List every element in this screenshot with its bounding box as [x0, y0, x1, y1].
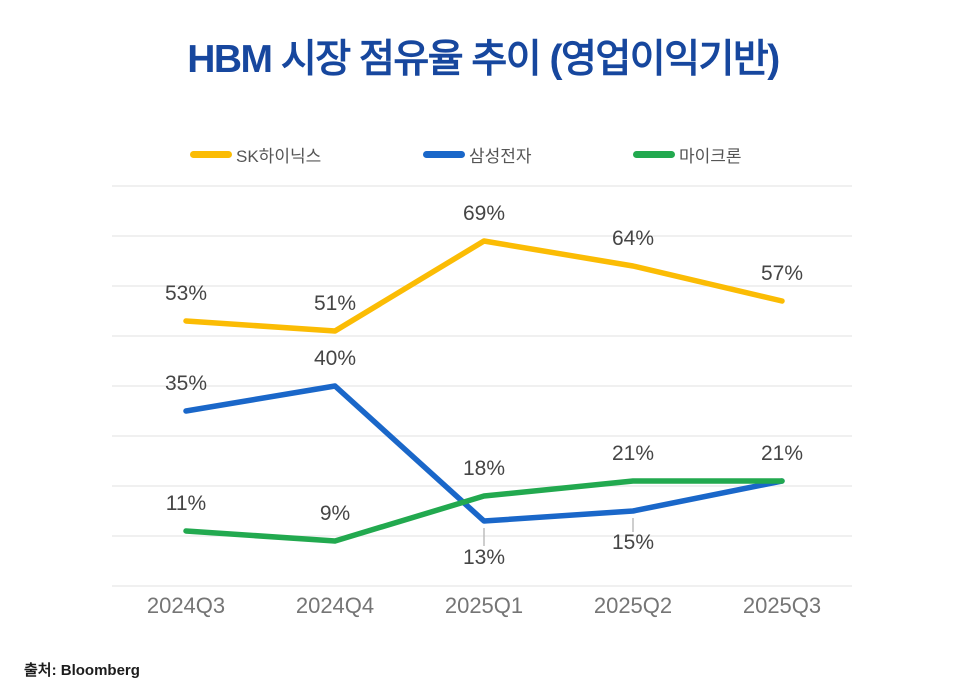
- samsung-data-label: 35%: [165, 372, 207, 395]
- sk-hynix-data-label: 57%: [761, 262, 803, 285]
- micron-line: [183, 478, 785, 544]
- samsung-data-label: 40%: [314, 347, 356, 370]
- legend-label-sk-hynix: SK하이닉스: [236, 147, 322, 166]
- legend-label-samsung: 삼성전자: [469, 147, 532, 166]
- micron-data-label: 18%: [463, 457, 505, 480]
- legend-item-sk-hynix: SK하이닉스: [190, 142, 321, 167]
- chart-title: HBM 시장 점유율 추이 (영업이익기반): [187, 38, 780, 81]
- x-axis-label: 2025Q3: [743, 593, 821, 618]
- legend-item-micron: 마이크론: [633, 142, 742, 167]
- samsung-data-label: 15%: [612, 531, 654, 554]
- micron-data-label: 9%: [320, 502, 350, 525]
- sk-hynix-data-label: 64%: [612, 227, 654, 250]
- sk-hynix-data-label: 53%: [165, 282, 207, 305]
- micron-data-label: 11%: [166, 492, 206, 515]
- samsung-data-label: 21%: [761, 442, 803, 465]
- sk-hynix-data-label: 69%: [463, 202, 505, 225]
- legend-item-samsung: 삼성전자: [423, 142, 532, 167]
- x-axis-label: 2025Q1: [445, 593, 523, 618]
- sk-hynix-data-label: 51%: [314, 292, 356, 315]
- source-caption: 출처: Bloomberg: [24, 662, 140, 679]
- x-axis-label: 2024Q4: [296, 593, 374, 618]
- x-axis-label: 2024Q3: [147, 593, 225, 618]
- sk-hynix-line-swatch: [190, 151, 232, 158]
- x-axis-label: 2025Q2: [594, 593, 672, 618]
- micron-data-label: 21%: [612, 442, 654, 465]
- samsung-line-swatch: [423, 151, 465, 158]
- legend-label-micron: 마이크론: [679, 147, 742, 166]
- sk-hynix-line: [183, 238, 785, 334]
- samsung-data-label: 13%: [463, 546, 505, 569]
- micron-line-swatch: [633, 151, 675, 158]
- samsung-line: [183, 383, 785, 524]
